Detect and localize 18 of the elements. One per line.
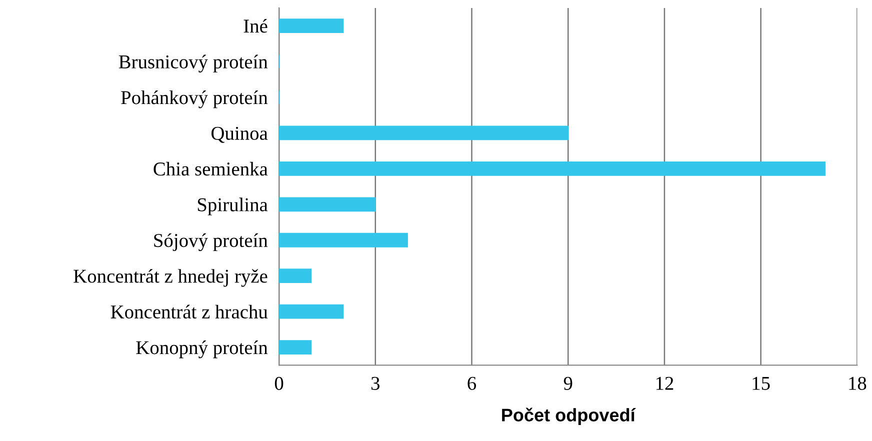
x-axis-title: Počet odpovedí <box>502 408 636 426</box>
y-tick-label: Konopný proteín <box>136 340 268 358</box>
x-tick-label: 6 <box>468 376 476 390</box>
y-tick-label: Spirulina <box>198 198 268 216</box>
y-tick-label: Koncentrát z hrachu <box>110 304 268 319</box>
y-tick-label: Koncentrát z hnedej ryže <box>74 269 268 287</box>
y-tick-label: Sójový proteín <box>154 233 268 252</box>
y-tick-label: Quinoa <box>211 126 268 143</box>
x-tick-label: 18 <box>849 376 866 390</box>
y-tick-label: Pohánkový proteín <box>121 90 268 108</box>
x-tick-label: 15 <box>752 376 770 390</box>
y-tick-label: Brusnicový proteín <box>118 54 268 72</box>
x-tick-label: 3 <box>371 376 380 390</box>
x-tick-label: 12 <box>656 376 674 390</box>
y-tick-label: Iné <box>244 19 268 33</box>
y-tick-label: Chia semienka <box>154 162 268 176</box>
x-tick-label: 9 <box>564 376 572 390</box>
x-tick-label: 0 <box>274 376 284 390</box>
